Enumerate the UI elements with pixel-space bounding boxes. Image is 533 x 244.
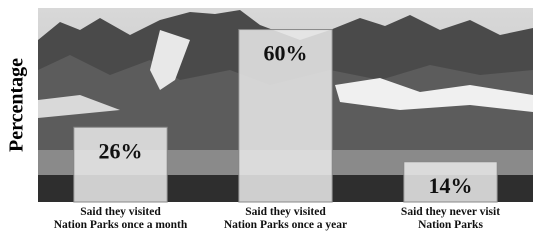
x-tick-label: Said they never visit Nation Parks: [368, 206, 533, 232]
value-label: 14%: [429, 173, 473, 198]
chart: Percentage 26% 60% 14% Said they visited N…: [0, 0, 533, 244]
y-axis-label: Percentage: [6, 58, 28, 152]
x-tick-label: Said they visited Nation Parks once a mo…: [38, 206, 203, 232]
value-label: 60%: [264, 41, 308, 66]
value-label: 26%: [99, 138, 143, 163]
x-tick-label: Said they visited Nation Parks once a ye…: [203, 206, 368, 232]
